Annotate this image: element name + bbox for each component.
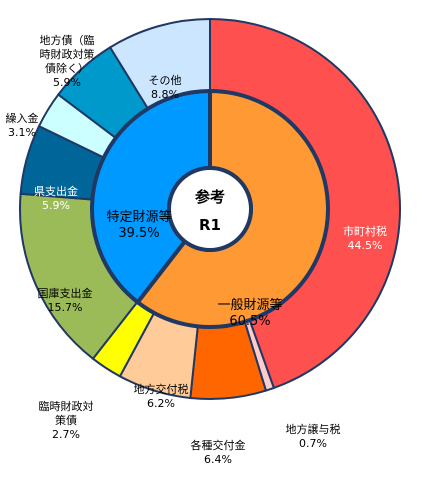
label-specific: 特定財源等 39.5% [106,210,172,241]
label-bonds: 地方債（臨 時財政対策 債除く） 5.9% [39,34,95,89]
label-allocation: 地方交付税 6.2% [133,383,189,410]
center-label-top: 参考 [194,188,225,206]
label-transfer: 地方譲与税 0.7% [285,423,341,450]
label-national: 国庫支出金 15.7% [37,287,93,314]
pie-chart [19,17,401,400]
label-tax: 市町村税 44.5% [343,225,387,252]
label-general: 一般財源等 60.5% [217,298,283,329]
label-other: その他 8.8% [148,74,182,101]
label-special-bonds: 臨時財政対 策債 2.7% [38,400,94,441]
inner-ring [90,88,330,329]
label-prefecture: 県支出金 5.9% [34,185,78,212]
center-circle [167,166,253,252]
label-transfer-in: 繰入金 3.1% [5,112,39,139]
center-label-bottom: R1 [199,216,221,234]
